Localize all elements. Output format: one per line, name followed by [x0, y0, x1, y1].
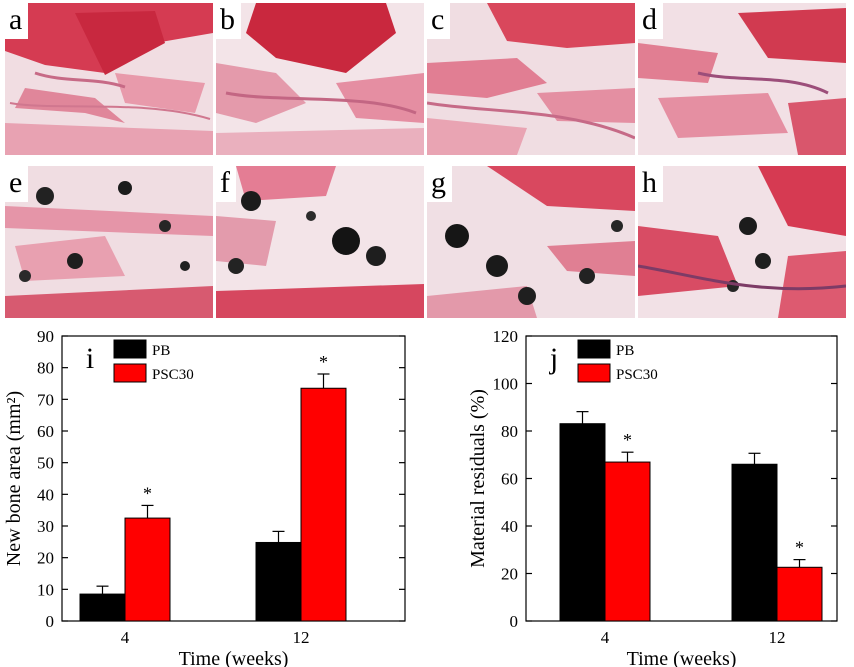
x-tick-label: 4 — [121, 628, 130, 647]
histology-panel-c: c — [427, 3, 635, 155]
histology-panel-g: g — [427, 166, 635, 318]
y-tick-label: 40 — [501, 517, 518, 536]
significance-marker: * — [319, 352, 328, 372]
panel-label-a: a — [5, 3, 29, 39]
legend-label-pb: PB — [616, 343, 634, 359]
histology-image-c — [427, 3, 635, 155]
x-axis-label: Time (weeks) — [179, 648, 289, 667]
significance-marker: * — [623, 430, 632, 450]
plot-frame — [61, 335, 406, 622]
histology-panel-h: h — [638, 166, 846, 318]
bar-psc30 — [776, 566, 823, 622]
x-tick-label: 12 — [293, 628, 310, 647]
bar-psc30 — [604, 461, 651, 622]
legend-swatch-pb — [577, 339, 611, 359]
y-tick-label: 10 — [37, 580, 54, 599]
y-tick-label: 70 — [37, 390, 54, 409]
bar-psc30 — [300, 387, 347, 622]
x-tick-label: 4 — [601, 628, 610, 647]
y-tick-label: 20 — [501, 565, 518, 584]
y-tick-label: 0 — [46, 612, 55, 631]
legend-swatch-psc30 — [577, 363, 611, 383]
panel-label-g: g — [427, 166, 452, 202]
histology-image-f — [216, 166, 424, 318]
panel-label-i: i — [86, 342, 94, 375]
significance-marker: * — [795, 538, 804, 558]
histology-panel-f: f — [216, 166, 424, 318]
y-tick-label: 80 — [501, 422, 518, 441]
y-tick-label: 120 — [493, 327, 519, 346]
chart-new-bone-area: 0 10 20 30 40 50 60 70 80 90 4 * 12 * i PB PSC30 Time (we… — [3, 327, 406, 667]
panel-label-c: c — [427, 3, 451, 39]
histology-image-h — [638, 166, 846, 318]
histology-image-d — [638, 3, 846, 155]
histology-panel-a: a — [5, 3, 213, 155]
panel-label-h: h — [638, 166, 663, 202]
bar-pb — [255, 541, 302, 622]
legend-label-psc30: PSC30 — [152, 367, 194, 383]
bar-pb — [79, 593, 126, 622]
bar-psc30 — [124, 517, 171, 622]
histology-image-e — [5, 166, 213, 318]
bar-pb — [731, 463, 778, 622]
histology-panel-b: b — [216, 3, 424, 155]
y-axis-label: New bone area (mm²) — [3, 391, 25, 566]
histology-panel-e: e — [5, 166, 213, 318]
y-tick-label: 80 — [37, 359, 54, 378]
panel-label-f: f — [216, 166, 236, 202]
bar-pb — [559, 423, 606, 622]
legend-swatch-psc30 — [113, 363, 147, 383]
histology-image-g — [427, 166, 635, 318]
y-tick-label: 60 — [37, 422, 54, 441]
panel-label-b: b — [216, 3, 241, 39]
panel-label-d: d — [638, 3, 663, 39]
y-tick-label: 40 — [37, 485, 54, 504]
chart-material-residuals: 0 20 40 60 80 100 120 4 * 12 * j PB PSC30 Time (weeks)… — [467, 327, 838, 667]
y-tick-label: 90 — [37, 327, 54, 346]
y-tick-label: 0 — [510, 612, 519, 631]
significance-marker: * — [143, 483, 152, 503]
y-tick-label: 50 — [37, 454, 54, 473]
y-tick-label: 30 — [37, 517, 54, 536]
histology-panel-d: d — [638, 3, 846, 155]
legend-label-psc30: PSC30 — [616, 367, 658, 383]
y-tick-label: 100 — [493, 375, 519, 394]
y-tick-label: 20 — [37, 549, 54, 568]
y-tick-label: 60 — [501, 470, 518, 489]
legend-swatch-pb — [113, 339, 147, 359]
panel-label-e: e — [5, 166, 29, 202]
legend-label-pb: PB — [152, 343, 170, 359]
panel-label-j: j — [549, 342, 558, 375]
histology-panels: a b c d — [0, 0, 854, 325]
y-axis-label: Material residuals (%) — [467, 389, 489, 568]
histology-image-b — [216, 3, 424, 155]
x-axis-label: Time (weeks) — [627, 648, 737, 667]
histology-image-a — [5, 3, 213, 155]
x-tick-label: 12 — [769, 628, 786, 647]
